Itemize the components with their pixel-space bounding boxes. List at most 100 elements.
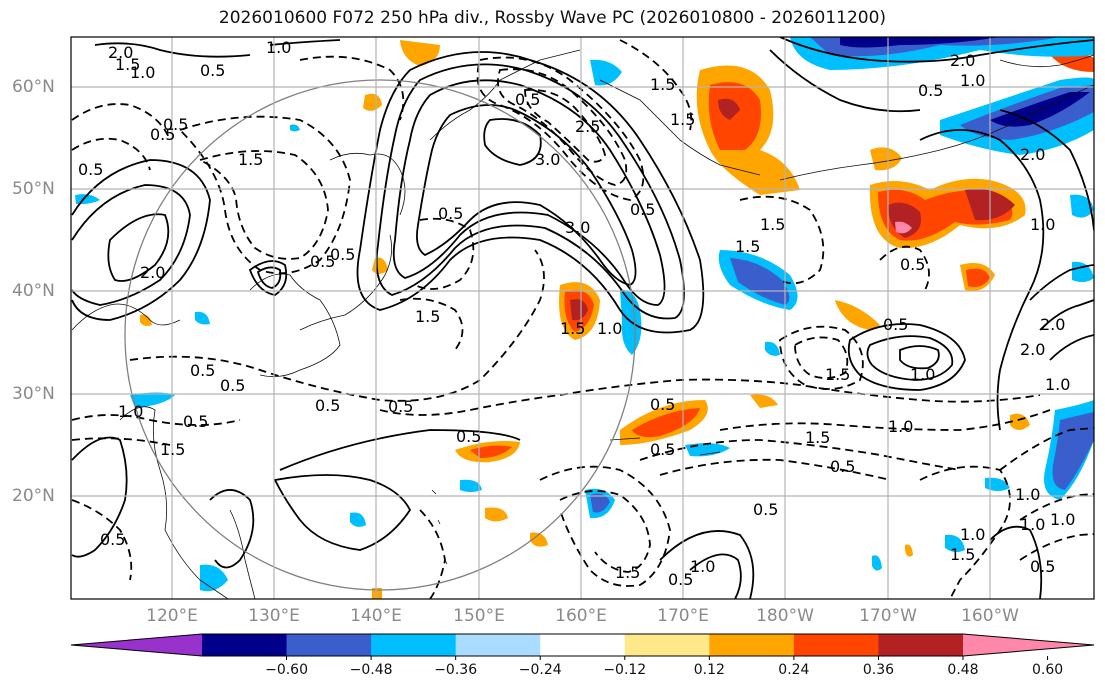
dashed-contours [71, 39, 1094, 599]
contour-label-solid: 1.0 [960, 71, 985, 90]
colorbar-outline [70, 633, 1095, 657]
lon-label-120e: 120°E [146, 606, 198, 626]
contour-label-dashed: 1.5 [160, 440, 185, 459]
lon-label-180w: 180°W [756, 606, 814, 626]
graticule [71, 37, 1094, 599]
contour-label-dashed: 0.5 [78, 160, 103, 179]
lon-label-170e: 170°E [657, 606, 709, 626]
contour-label-solid: 1.0 [130, 63, 155, 82]
lat-label-20n: 20°N [12, 486, 55, 506]
contour-label-dashed: 1.5 [805, 428, 830, 447]
contour-label-solid: 1.0 [1030, 215, 1055, 234]
colorbar-segment [371, 634, 457, 656]
contour-label-dashed: 0.5 [515, 90, 540, 109]
contour-label-dashed: 0.5 [310, 252, 335, 271]
rossby-wave-circle [124, 79, 636, 591]
colorbar-segment [624, 634, 710, 656]
contour-label-solid: 1.5 [560, 319, 585, 338]
contour-label-dashed: 0.5 [183, 412, 208, 431]
colorbar-segment [709, 634, 795, 656]
colorbar-segment [793, 634, 879, 656]
contour-label-dashed: 0.5 [163, 115, 188, 134]
contour-label-solid: 0.5 [200, 61, 225, 80]
contour-label-dashed: 1.5 [238, 150, 263, 169]
contour-label-solid: 1.0 [690, 557, 715, 576]
contour-label-dashed: 1.0 [960, 525, 985, 544]
contour-label-dashed: 2.5 [575, 117, 600, 136]
lat-label-50n: 50°N [12, 179, 55, 199]
contour-label-dashed: 0.5 [753, 500, 778, 519]
lon-label-130e: 130°E [248, 606, 300, 626]
contour-label-dashed: 0.5 [668, 570, 693, 589]
colorbar-tick-label: −0.36 [434, 662, 478, 678]
coastlines [71, 49, 1094, 599]
contour-label-solid: 0.5 [883, 315, 908, 334]
contour-label-dashed: 0.5 [830, 457, 855, 476]
lat-label-60n: 60°N [12, 77, 55, 97]
contour-labels: 2.0 1.5 1.0 0.5 2.0 1.0 0.5 1.0 1.5 2.0 … [78, 38, 1075, 589]
colorbar-extend-max [963, 634, 1094, 656]
contour-label-solid: 0.5 [190, 361, 215, 380]
contour-label-solid: 2.0 [1020, 145, 1045, 164]
contour-label-solid: 1.0 [1045, 375, 1070, 394]
contour-label-solid: 0.5 [918, 81, 943, 100]
contour-label-solid: 1.0 [888, 417, 913, 436]
colorbar [70, 633, 1095, 660]
solid-contours [71, 37, 1094, 599]
colorbar-tick-label: −0.24 [518, 662, 562, 678]
contour-label-solid: 1.5 [670, 110, 695, 129]
contour-label-solid: 2.0 [1040, 315, 1065, 334]
contour-label-dashed: 1.5 [615, 563, 640, 582]
colorbar-tick-label: 0.12 [693, 662, 725, 678]
contour-label-solid: 3.0 [565, 218, 590, 237]
contour-label-dashed: 1.5 [950, 545, 975, 564]
contour-label-dashed: 0.5 [150, 125, 175, 144]
contour-label-dashed: 0.5 [315, 396, 340, 415]
contour-label-solid: 2.0 [140, 263, 165, 282]
map-frame [70, 36, 1095, 600]
colorbar-tick-label: 0.60 [1031, 662, 1064, 678]
lat-label-40n: 40°N [12, 281, 55, 301]
contour-label-dashed: 1.5 [735, 237, 760, 256]
contour-label-solid: 1.0 [597, 319, 622, 338]
contour-label-dashed: 0.5 [100, 530, 125, 549]
contour-label-dashed: 0.5 [650, 440, 675, 459]
colorbar-segment [540, 634, 626, 656]
colorbar-segment [878, 634, 964, 656]
contour-label-dashed: 0.5 [330, 245, 355, 264]
contour-label-solid: 0.5 [900, 255, 925, 274]
lon-label-150e: 150°E [453, 606, 505, 626]
contour-label-solid: 1.0 [266, 38, 291, 57]
contour-label-solid: 2.0 [1020, 340, 1045, 359]
contour-label-dashed: 0.5 [650, 395, 675, 414]
colorbar-tick-label: −0.48 [349, 662, 393, 678]
colorbar-segment [286, 634, 372, 656]
contour-label-dashed: 1.0 [118, 402, 143, 421]
colorbar-tick-label: 0.36 [862, 662, 895, 678]
colorbar-extend-min [71, 634, 202, 656]
lon-label-140e: 140°E [350, 606, 402, 626]
contour-label-dashed: 0.5 [1030, 557, 1055, 576]
contour-label-dashed: 1.0 [1050, 510, 1075, 529]
colorbar-segment [455, 634, 541, 656]
contour-label-solid: 1.0 [1015, 485, 1040, 504]
contour-label-dashed: 0.5 [388, 397, 413, 416]
contour-label-dashed: 1.5 [415, 307, 440, 326]
colorbar-segment [202, 634, 288, 656]
figure-title: 2026010600 F072 250 hPa div., Rossby Wav… [218, 8, 887, 28]
contour-label-solid: 1.5 [115, 55, 140, 74]
contour-label-solid: 2.0 [950, 51, 975, 70]
contour-label-dashed: 1.5 [760, 215, 785, 234]
contour-label-solid: 1.0 [910, 365, 935, 384]
contour-label-dashed: 3.0 [535, 150, 560, 169]
colorbar-tick-label: −0.12 [603, 662, 647, 678]
colorbar-tick-label: 0.24 [778, 662, 810, 678]
lon-label-170w: 170°W [859, 606, 917, 626]
contour-label-solid: 2.0 [108, 43, 133, 62]
contour-label-dashed: 0.5 [630, 200, 655, 219]
divergence-shading [75, 37, 1094, 599]
contour-label-dashed: 1.0 [1020, 515, 1045, 534]
contour-label-dashed: 1.5 [650, 75, 675, 94]
contour-label-dashed: 0.5 [438, 204, 463, 223]
